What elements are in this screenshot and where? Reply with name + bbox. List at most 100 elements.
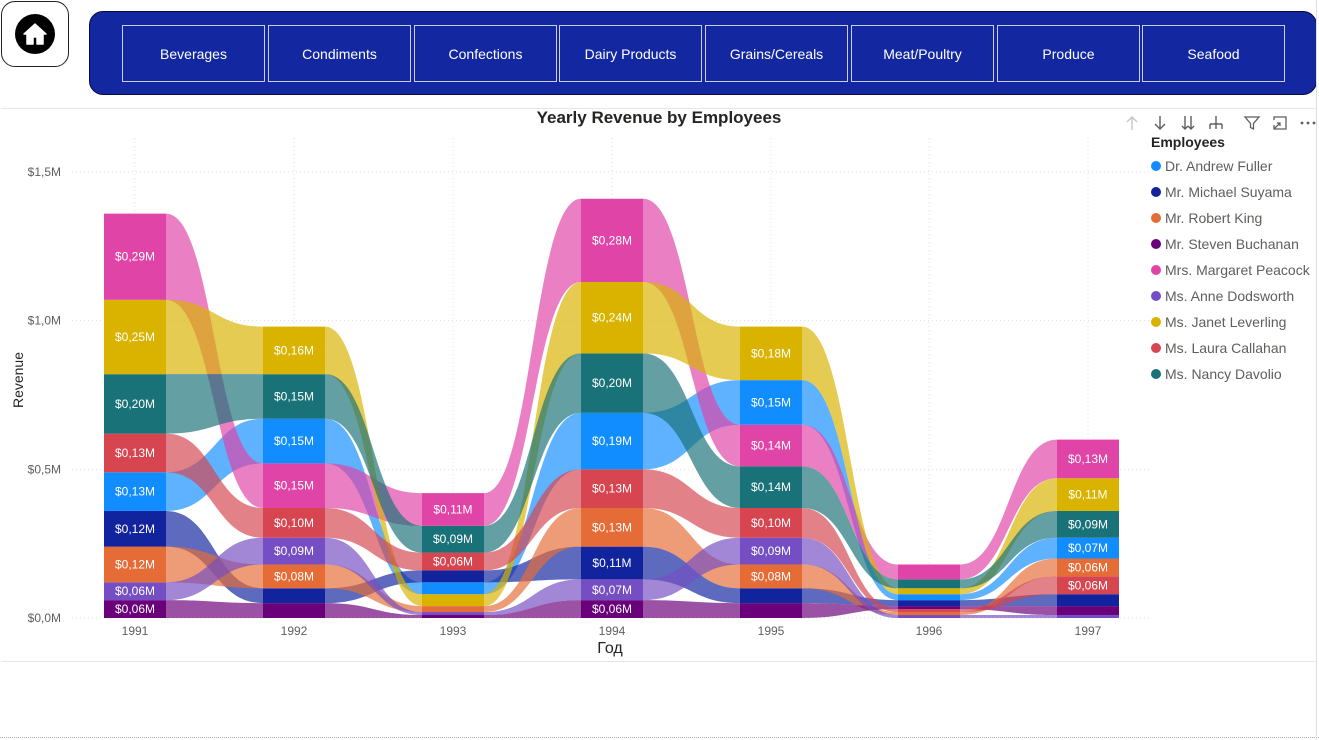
- bar-segment-ms-anne-dodsworth-1994[interactable]: [581, 579, 643, 601]
- bar-segment-mrs-margaret-peacock-1993[interactable]: [422, 493, 484, 526]
- ribbon-mr-steven-buchanan[interactable]: [484, 600, 581, 618]
- ribbon-mrs-margaret-peacock[interactable]: [484, 198, 581, 526]
- bar-segment-mr-robert-king-1997[interactable]: [1057, 558, 1119, 577]
- bar-segment-mr-robert-king-1994[interactable]: [581, 507, 643, 547]
- bar-segment-mr-robert-king-1995[interactable]: [740, 564, 802, 589]
- bar-segment-mrs-margaret-peacock-1991[interactable]: [104, 213, 166, 300]
- bar-segment-mr-steven-buchanan-1992[interactable]: [263, 603, 325, 618]
- bar-segment-mrs-margaret-peacock-1994[interactable]: [581, 198, 643, 283]
- drill-up-icon[interactable]: [1118, 113, 1146, 133]
- bar-segment-dr-andrew-fuller-1991[interactable]: [104, 472, 166, 511]
- ribbon-ms-nancy-davolio[interactable]: [484, 353, 581, 553]
- bar-segment-ms-nancy-davolio-1995[interactable]: [740, 466, 802, 508]
- legend-item-ms-janet-leverling[interactable]: Ms. Janet Leverling: [1151, 309, 1310, 335]
- bar-segment-dr-andrew-fuller-1994[interactable]: [581, 412, 643, 470]
- bar-segment-ms-laura-callahan-1996[interactable]: [898, 609, 960, 613]
- ribbon-ms-nancy-davolio[interactable]: [166, 374, 263, 434]
- bar-segment-mr-robert-king-1993[interactable]: [422, 606, 484, 613]
- ribbon-ms-nancy-davolio[interactable]: [960, 510, 1057, 589]
- legend-item-ms-nancy-davolio[interactable]: Ms. Nancy Davolio: [1151, 361, 1310, 387]
- bar-segment-ms-anne-dodsworth-1995[interactable]: [740, 537, 802, 565]
- bar-segment-ms-janet-leverling-1997[interactable]: [1057, 478, 1119, 511]
- bar-segment-ms-nancy-davolio-1993[interactable]: [422, 525, 484, 553]
- bar-segment-mr-robert-king-1991[interactable]: [104, 546, 166, 583]
- bar-segment-ms-nancy-davolio-1996[interactable]: [898, 579, 960, 589]
- bar-segment-mr-michael-suyama-1994[interactable]: [581, 546, 643, 580]
- ribbon-ms-laura-callahan[interactable]: [643, 469, 740, 538]
- ribbon-mr-steven-buchanan[interactable]: [643, 600, 740, 618]
- ribbon-mrs-margaret-peacock[interactable]: [960, 439, 1057, 580]
- bar-segment-ms-nancy-davolio-1992[interactable]: [263, 374, 325, 419]
- bar-segment-mr-michael-suyama-1997[interactable]: [1057, 594, 1119, 607]
- bar-segment-ms-laura-callahan-1993[interactable]: [422, 552, 484, 571]
- bar-segment-mrs-margaret-peacock-1996[interactable]: [898, 564, 960, 580]
- ribbon-dr-andrew-fuller[interactable]: [484, 412, 581, 595]
- ribbon-ms-laura-callahan[interactable]: [802, 507, 898, 613]
- bar-segment-ms-nancy-davolio-1994[interactable]: [581, 353, 643, 413]
- bar-segment-mr-steven-buchanan-1996[interactable]: [898, 606, 960, 610]
- legend-item-dr-andrew-fuller[interactable]: Dr. Andrew Fuller: [1151, 153, 1310, 179]
- nav-button-beverages[interactable]: Beverages: [122, 25, 265, 82]
- bar-segment-mr-robert-king-1996[interactable]: [898, 612, 960, 616]
- bar-segment-ms-nancy-davolio-1991[interactable]: [104, 374, 166, 434]
- ribbon-ms-janet-leverling[interactable]: [166, 299, 263, 375]
- bar-segment-mr-michael-suyama-1993[interactable]: [422, 570, 484, 583]
- nav-button-seafood[interactable]: Seafood: [1142, 25, 1285, 82]
- bar-segment-dr-andrew-fuller-1992[interactable]: [263, 418, 325, 464]
- ribbon-ms-anne-dodsworth[interactable]: [166, 537, 263, 601]
- bar-segment-dr-andrew-fuller-1996[interactable]: [898, 594, 960, 601]
- bar-segment-ms-laura-callahan-1997[interactable]: [1057, 576, 1119, 595]
- bar-segment-dr-andrew-fuller-1993[interactable]: [422, 582, 484, 595]
- ribbon-mr-steven-buchanan[interactable]: [325, 603, 422, 618]
- ribbon-mr-robert-king[interactable]: [484, 507, 581, 613]
- bar-segment-dr-andrew-fuller-1997[interactable]: [1057, 537, 1119, 559]
- bar-segment-mrs-margaret-peacock-1992[interactable]: [263, 463, 325, 508]
- ribbon-mr-steven-buchanan[interactable]: [166, 600, 263, 618]
- nav-button-confections[interactable]: Confections: [414, 25, 557, 82]
- bar-segment-mr-robert-king-1992[interactable]: [263, 564, 325, 589]
- expand-hierarchy-icon[interactable]: [1202, 113, 1230, 133]
- nav-button-meat-poultry[interactable]: Meat/Poultry: [851, 25, 994, 82]
- bar-segment-ms-laura-callahan-1992[interactable]: [263, 507, 325, 538]
- ribbon-mrs-margaret-peacock[interactable]: [802, 424, 898, 580]
- legend-item-mr-steven-buchanan[interactable]: Mr. Steven Buchanan: [1151, 231, 1310, 257]
- bar-segment-ms-janet-leverling-1991[interactable]: [104, 299, 166, 375]
- legend-item-ms-laura-callahan[interactable]: Ms. Laura Callahan: [1151, 335, 1310, 361]
- ribbon-ms-anne-dodsworth[interactable]: [643, 537, 740, 601]
- bar-segment-mr-steven-buchanan-1997[interactable]: [1057, 606, 1119, 616]
- bar-segment-mrs-margaret-peacock-1997[interactable]: [1057, 439, 1119, 479]
- legend-item-mr-robert-king[interactable]: Mr. Robert King: [1151, 205, 1310, 231]
- drill-down-icon[interactable]: [1146, 113, 1174, 133]
- filter-icon[interactable]: [1238, 113, 1266, 133]
- ribbon-dr-andrew-fuller[interactable]: [960, 537, 1057, 601]
- bar-segment-ms-janet-leverling-1995[interactable]: [740, 326, 802, 381]
- bar-segment-mr-steven-buchanan-1991[interactable]: [104, 600, 166, 618]
- bar-segment-ms-nancy-davolio-1997[interactable]: [1057, 510, 1119, 538]
- bar-segment-mr-steven-buchanan-1993[interactable]: [422, 615, 484, 618]
- bar-segment-ms-laura-callahan-1995[interactable]: [740, 507, 802, 538]
- bar-segment-mr-michael-suyama-1991[interactable]: [104, 510, 166, 547]
- bar-segment-ms-janet-leverling-1992[interactable]: [263, 326, 325, 375]
- ribbon-dr-andrew-fuller[interactable]: [802, 380, 898, 601]
- more-options-icon[interactable]: [1294, 113, 1319, 133]
- bar-segment-mr-steven-buchanan-1994[interactable]: [581, 600, 643, 618]
- ribbon-ms-anne-dodsworth[interactable]: [325, 537, 422, 616]
- ribbon-ms-anne-dodsworth[interactable]: [484, 579, 581, 616]
- bar-segment-ms-anne-dodsworth-1992[interactable]: [263, 537, 325, 565]
- ribbon-mr-robert-king[interactable]: [960, 558, 1057, 616]
- bar-segment-mr-michael-suyama-1996[interactable]: [898, 600, 960, 607]
- home-button[interactable]: [1, 1, 69, 67]
- ribbon-ms-anne-dodsworth[interactable]: [802, 537, 898, 618]
- nav-button-grains-cereals[interactable]: Grains/Cereals: [705, 25, 848, 82]
- bar-segment-mr-steven-buchanan-1995[interactable]: [740, 603, 802, 618]
- ribbon-ms-nancy-davolio[interactable]: [802, 466, 898, 589]
- nav-button-dairy-products[interactable]: Dairy Products: [559, 25, 702, 82]
- bar-segment-ms-anne-dodsworth-1991[interactable]: [104, 582, 166, 601]
- ribbon-ms-anne-dodsworth[interactable]: [960, 615, 1057, 618]
- expand-all-down-icon[interactable]: [1174, 113, 1202, 133]
- ribbon-ms-nancy-davolio[interactable]: [643, 353, 740, 508]
- bar-segment-ms-janet-leverling-1994[interactable]: [581, 282, 643, 354]
- ribbon-ms-laura-callahan[interactable]: [166, 433, 263, 538]
- legend-item-ms-anne-dodsworth[interactable]: Ms. Anne Dodsworth: [1151, 283, 1310, 309]
- bar-segment-ms-anne-dodsworth-1996[interactable]: [898, 615, 960, 618]
